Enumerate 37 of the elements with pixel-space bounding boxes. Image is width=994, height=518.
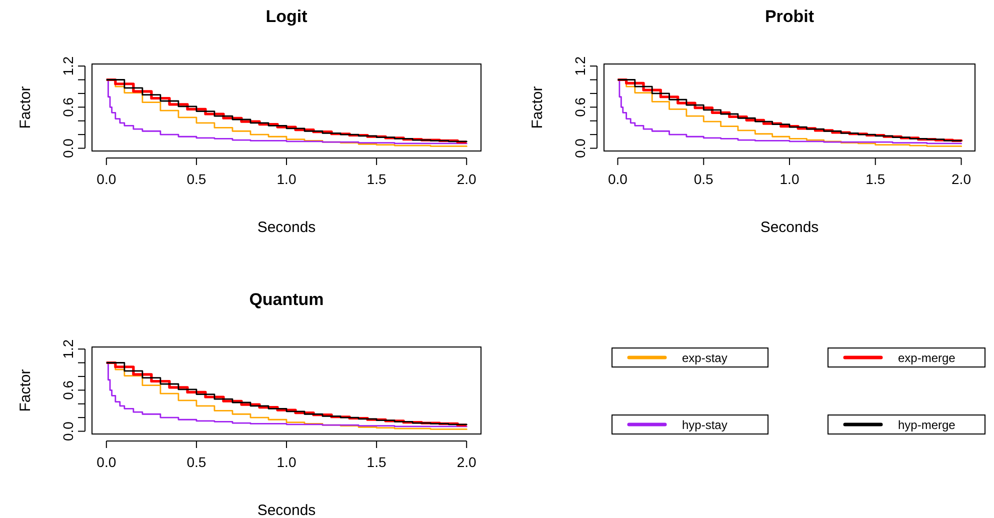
y-tick-label: 1.2 <box>60 339 76 359</box>
y-tick-label: 0.0 <box>572 138 588 158</box>
x-axis-title: Seconds <box>257 502 316 518</box>
legend-label: exp-merge <box>898 351 956 365</box>
x-tick-label: 2.0 <box>456 454 477 470</box>
x-tick-label: 0.0 <box>608 171 628 187</box>
x-tick-label: 2.0 <box>952 171 972 187</box>
x-tick-label: 2.0 <box>456 171 477 187</box>
legend-label: hyp-merge <box>898 418 956 432</box>
y-tick-label: 0.6 <box>60 380 76 400</box>
chart-title: Quantum <box>249 290 324 309</box>
x-tick-label: 0.0 <box>96 454 116 470</box>
y-tick-label: 1.2 <box>60 56 76 76</box>
x-tick-label: 1.0 <box>780 171 800 187</box>
y-tick-label: 0.0 <box>60 421 76 441</box>
x-tick-label: 0.5 <box>186 171 206 187</box>
legend-label: exp-stay <box>682 351 728 365</box>
chart-title: Probit <box>764 7 814 26</box>
y-tick-label: 0.6 <box>572 97 588 117</box>
x-axis-title: Seconds <box>760 219 819 236</box>
x-tick-label: 0.0 <box>96 171 116 187</box>
y-axis-title: Factor <box>529 86 546 129</box>
x-tick-label: 1.0 <box>276 171 296 187</box>
y-tick-label: 1.2 <box>572 56 588 76</box>
x-tick-label: 1.0 <box>276 454 296 470</box>
x-tick-label: 0.5 <box>186 454 206 470</box>
x-tick-label: 1.5 <box>866 171 886 187</box>
x-tick-label: 1.5 <box>366 454 386 470</box>
y-axis-title: Factor <box>17 86 34 129</box>
x-tick-label: 0.5 <box>694 171 714 187</box>
x-axis-title: Seconds <box>257 219 316 236</box>
x-tick-label: 1.5 <box>366 171 386 187</box>
y-tick-label: 0.6 <box>60 97 76 117</box>
chart-title: Logit <box>266 7 308 26</box>
legend-label: hyp-stay <box>682 418 728 432</box>
y-axis-title: Factor <box>17 369 34 412</box>
y-tick-label: 0.0 <box>60 138 76 158</box>
